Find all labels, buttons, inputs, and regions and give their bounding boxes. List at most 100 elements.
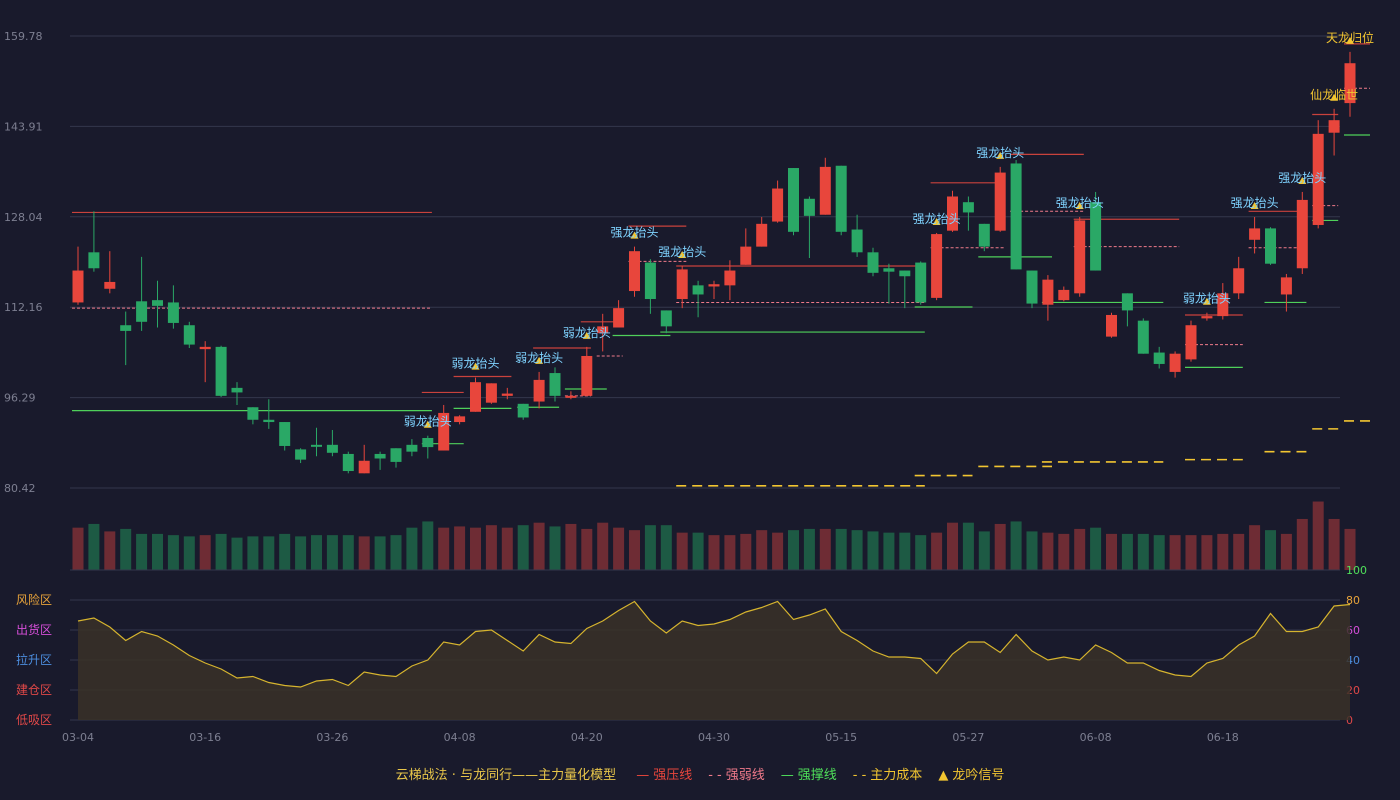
signal-marker-icon [1330, 93, 1339, 101]
signal-marker-icon [1298, 176, 1307, 184]
volume-bar [613, 527, 625, 570]
legend-symbol-icon: - - [852, 768, 867, 783]
candle-body [183, 325, 195, 345]
volume-bar [1026, 531, 1038, 570]
signal-label: 强龙抬头 [610, 226, 658, 240]
candle-body [247, 407, 259, 420]
signal-label: 弱龙抬头 [1183, 292, 1231, 306]
volume-bar [867, 531, 879, 570]
volume-bar [1185, 535, 1197, 570]
candle-body [438, 412, 450, 451]
zone-label: 建仓区 [16, 683, 52, 697]
volume-bar [247, 536, 259, 570]
legend-label: 强压线 [653, 768, 693, 783]
candle-body [1265, 228, 1276, 264]
candle-body [581, 355, 593, 396]
candle-body [422, 437, 434, 448]
legend: 云梯战法 · 与龙同行——主力量化模型 — 强压线 - - 强弱线 — 强撑线 - - 主力成… [0, 764, 1400, 783]
signal-marker-icon [471, 362, 480, 370]
signal-marker-icon [535, 356, 544, 364]
date-tick-label: 04-20 [571, 731, 603, 744]
volume-bar [1328, 518, 1340, 570]
volume-bar [851, 530, 863, 570]
candle-body [867, 252, 879, 273]
legend-label: 强撑线 [797, 768, 837, 783]
volume-bar [1137, 533, 1149, 570]
signal-marker-icon [996, 151, 1005, 159]
zone-label: 低吸区 [16, 713, 52, 727]
price-axis: 159.78 143.91 128.04 112.16 96.29 80.42 [4, 30, 43, 495]
price-tick-label: 128.04 [4, 211, 43, 224]
volume-bar [1344, 528, 1356, 570]
candle-body [772, 188, 784, 222]
volume-bar [772, 532, 784, 570]
volume-bar [104, 531, 116, 570]
candle-body [1328, 120, 1340, 133]
volume-bar [644, 525, 656, 570]
candle-body [962, 202, 974, 213]
candle-body [454, 416, 466, 423]
candle-body [1233, 268, 1245, 294]
candle-body [326, 444, 338, 453]
candle-body [533, 379, 545, 402]
candle-body [279, 422, 291, 446]
volume-bar [1121, 533, 1133, 570]
volume-bar [263, 536, 275, 570]
candle-body [994, 172, 1006, 231]
zone-label: 风险区 [16, 592, 52, 607]
volume-bar [120, 528, 132, 570]
candle-body [756, 223, 768, 247]
candle-body [501, 393, 513, 396]
volume-bar [1169, 535, 1181, 570]
candle-body [660, 310, 672, 327]
signal-marker-icon [1075, 202, 1084, 210]
candle-body [978, 223, 990, 247]
volume-bar [517, 525, 529, 570]
signal-label: 强龙抬头 [913, 212, 961, 226]
candle-body [72, 270, 84, 303]
candle-body [1280, 277, 1292, 295]
volume-bar [374, 536, 386, 570]
legend-item: - - 主力成本 [853, 768, 923, 783]
legend-item: — 强压线 [636, 768, 692, 783]
volume-bar [1296, 518, 1308, 570]
volume-bar [470, 527, 481, 570]
date-tick-label: 03-04 [62, 731, 94, 744]
candle-body [740, 246, 752, 265]
legend-symbol-icon: ▲ [938, 768, 949, 783]
candle-body [549, 373, 561, 396]
volume-bar [167, 535, 179, 570]
legend-label: 主力成本 [870, 768, 923, 783]
signal-marker-icon [630, 231, 639, 239]
date-tick-label: 03-26 [316, 731, 348, 744]
candle-body [1106, 314, 1117, 337]
candle-body [915, 262, 927, 303]
signal-label: 强龙抬头 [976, 146, 1024, 160]
legend-symbol-icon: - - [708, 768, 722, 783]
candles [72, 51, 1356, 474]
price-tick-label: 112.16 [4, 301, 43, 314]
legend-item: — 强撑线 [781, 768, 837, 783]
volume-bar [549, 526, 561, 570]
signal-label: 弱龙抬头 [515, 351, 563, 365]
legend-symbol-icon: — [636, 768, 650, 783]
volume-bar [835, 528, 847, 570]
volume-bar [136, 533, 148, 570]
volume-bar [501, 527, 513, 570]
volume-bar [279, 533, 291, 570]
volume-bar [660, 525, 672, 570]
volume-bar [183, 536, 195, 570]
volume-bar [406, 527, 418, 570]
signal-label: 弱龙抬头 [404, 415, 452, 429]
volume-bar [565, 523, 577, 570]
signal-label: 强龙抬头 [1231, 196, 1279, 210]
volume-bar [342, 535, 354, 570]
candle-body [406, 444, 418, 452]
legend-title: 云梯战法 · 与龙同行——主力量化模型 [395, 768, 617, 783]
candle-body [120, 325, 132, 331]
signal-label: 仙龙临世 [1310, 88, 1358, 102]
volume-bar [740, 533, 752, 570]
